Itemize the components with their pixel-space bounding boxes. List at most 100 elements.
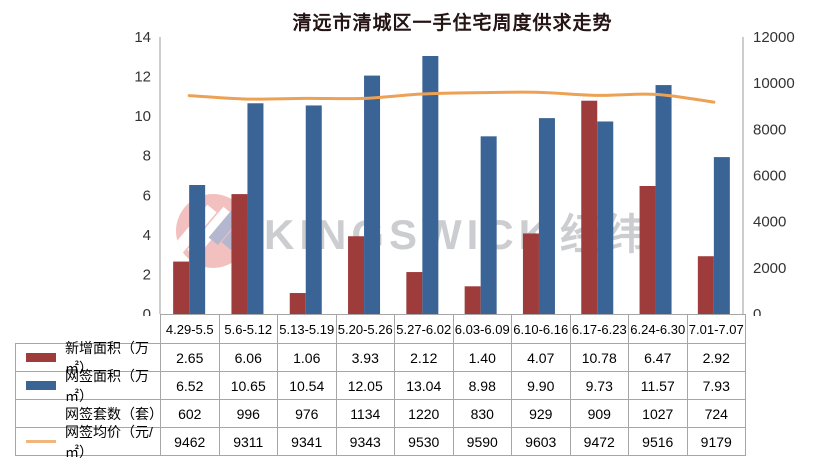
new-area-bar [406, 272, 423, 314]
value-cell: 3.93 [336, 344, 395, 372]
value-cell: 6.06 [219, 344, 278, 372]
right-axis-tick-label: 4000 [753, 214, 786, 231]
legend-cell: 网签套数（套） [16, 400, 163, 428]
series-label: 网签面积（万㎡） [65, 367, 149, 404]
new-area-bar [639, 185, 656, 314]
category-cell: 6.17-6.23 [570, 314, 629, 344]
new-area-bar [289, 293, 306, 314]
bar-legend-swatch-icon [26, 353, 56, 362]
value-cell: 9311 [219, 428, 278, 456]
signed-area-bar [538, 118, 555, 314]
value-cell: 9472 [570, 428, 629, 456]
signed-area-bar [655, 85, 672, 314]
value-cell: 9343 [336, 428, 395, 456]
value-cell: 9603 [512, 428, 571, 456]
signed-area-bar [713, 157, 730, 314]
value-cell: 929 [512, 400, 571, 428]
category-cell: 6.24-6.30 [629, 314, 688, 344]
table-row: 网签套数（套） 602 996 976 1134 1220 830 929 909 1027 724 [16, 400, 746, 428]
category-cell: 5.20-5.26 [336, 314, 395, 344]
right-axis-tick-label: 6000 [753, 168, 786, 185]
value-cell: 1.06 [278, 344, 337, 372]
category-cell: 6.03-6.09 [453, 314, 512, 344]
right-axis-tick-label: 0 [753, 306, 761, 316]
value-cell: 602 [161, 400, 220, 428]
value-cell: 9.73 [570, 372, 629, 400]
value-cell: 9590 [453, 428, 512, 456]
signed-area-bar [189, 184, 206, 314]
series-label: 网签均价（元/㎡） [65, 423, 153, 460]
table-row: 新增面积（万㎡） 2.65 6.06 1.06 3.93 2.12 1.40 4.07 10.7… [16, 340, 746, 376]
new-area-bar [581, 100, 598, 315]
value-cell: 1027 [629, 400, 688, 428]
value-cell: 9516 [629, 428, 688, 456]
left-axis-tick-label: 8 [143, 148, 151, 165]
category-cell: 5.6-5.12 [219, 314, 278, 344]
left-axis-tick-label: 6 [143, 187, 151, 204]
data-table: 新增面积（万㎡） 2.65 6.06 1.06 3.93 2.12 1.40 4.07 10.7… [15, 340, 746, 460]
bar-legend-swatch-icon [26, 381, 56, 390]
value-cell: 9462 [161, 428, 220, 456]
value-cell: 6.47 [629, 344, 688, 372]
legend-cell: 新增面积（万㎡） [16, 340, 161, 376]
new-area-bar [464, 286, 481, 314]
value-cell: 2.92 [687, 344, 746, 372]
left-axis-tick-label: 4 [143, 227, 151, 244]
value-cell: 9.90 [512, 372, 571, 400]
right-axis-tick-label: 8000 [753, 121, 786, 138]
new-area-bar [522, 233, 539, 314]
value-cell: 724 [687, 400, 746, 428]
value-cell: 11.57 [629, 372, 688, 400]
value-cell: 976 [278, 400, 337, 428]
new-area-bar [173, 261, 190, 314]
new-area-bar [697, 256, 714, 314]
right-axis-tick-label: 2000 [753, 260, 786, 277]
category-cell: 6.10-6.16 [512, 314, 571, 344]
value-cell: 1220 [395, 400, 454, 428]
legend-cell: 网签均价（元/㎡） [16, 424, 161, 460]
value-cell: 9179 [687, 428, 746, 456]
value-cell: 2.65 [161, 344, 220, 372]
value-cell: 9530 [395, 428, 454, 456]
table-row: 网签面积（万㎡） 6.52 10.65 10.54 12.05 13.04 8.98 9.90… [16, 368, 746, 404]
legend-cell: 网签面积（万㎡） [16, 368, 161, 404]
supply-demand-combo-chart: 0 2 4 6 8 10 12 14 0 2000 4000 6000 8000 10000 12000 [134, 29, 795, 316]
signed-area-bar [480, 136, 497, 314]
right-axis-tick-label: 12000 [753, 29, 795, 46]
category-cell: 5.27-6.02 [395, 314, 454, 344]
category-cell: 5.13-5.19 [278, 314, 337, 344]
new-area-bar [231, 194, 248, 314]
value-cell: 1.40 [453, 344, 512, 372]
value-cell: 10.78 [570, 344, 629, 372]
value-cell: 1134 [336, 400, 395, 428]
value-cell: 830 [453, 400, 512, 428]
left-axis-tick-label: 2 [143, 266, 151, 283]
category-cell: 7.01-7.07 [687, 314, 746, 344]
signed-area-bar [305, 105, 322, 314]
value-cell: 909 [570, 400, 629, 428]
value-cell: 13.04 [395, 372, 454, 400]
avg-price-line [187, 90, 716, 104]
chart-title: 清远市清城区一手住宅周度供求走势 [292, 13, 613, 34]
left-axis-tick-label: 0 [143, 306, 151, 316]
right-axis-tick-label: 10000 [753, 75, 795, 92]
x-axis-category-row: 4.29-5.5 5.6-5.12 5.13-5.19 5.20-5.26 5.27-6… [160, 314, 746, 344]
signed-area-bar [597, 121, 614, 314]
category-cell: 4.29-5.5 [160, 314, 220, 344]
value-cell: 9341 [278, 428, 337, 456]
value-cell: 12.05 [336, 372, 395, 400]
value-cell: 8.98 [453, 372, 512, 400]
series-label: 新增面积（万㎡） [65, 339, 149, 376]
value-cell: 10.65 [219, 372, 278, 400]
left-axis-tick-label: 12 [134, 69, 151, 86]
signed-area-bar [422, 55, 439, 314]
signed-area-bar [364, 75, 381, 314]
value-cell: 7.93 [687, 372, 746, 400]
signed-area-bar [247, 103, 264, 315]
value-cell: 6.52 [161, 372, 220, 400]
left-axis-tick-label: 14 [134, 29, 151, 46]
line-legend-swatch-icon [26, 440, 56, 443]
new-area-bar [348, 236, 365, 314]
series-label: 网签套数（套） [65, 405, 163, 422]
value-cell: 996 [219, 400, 278, 428]
